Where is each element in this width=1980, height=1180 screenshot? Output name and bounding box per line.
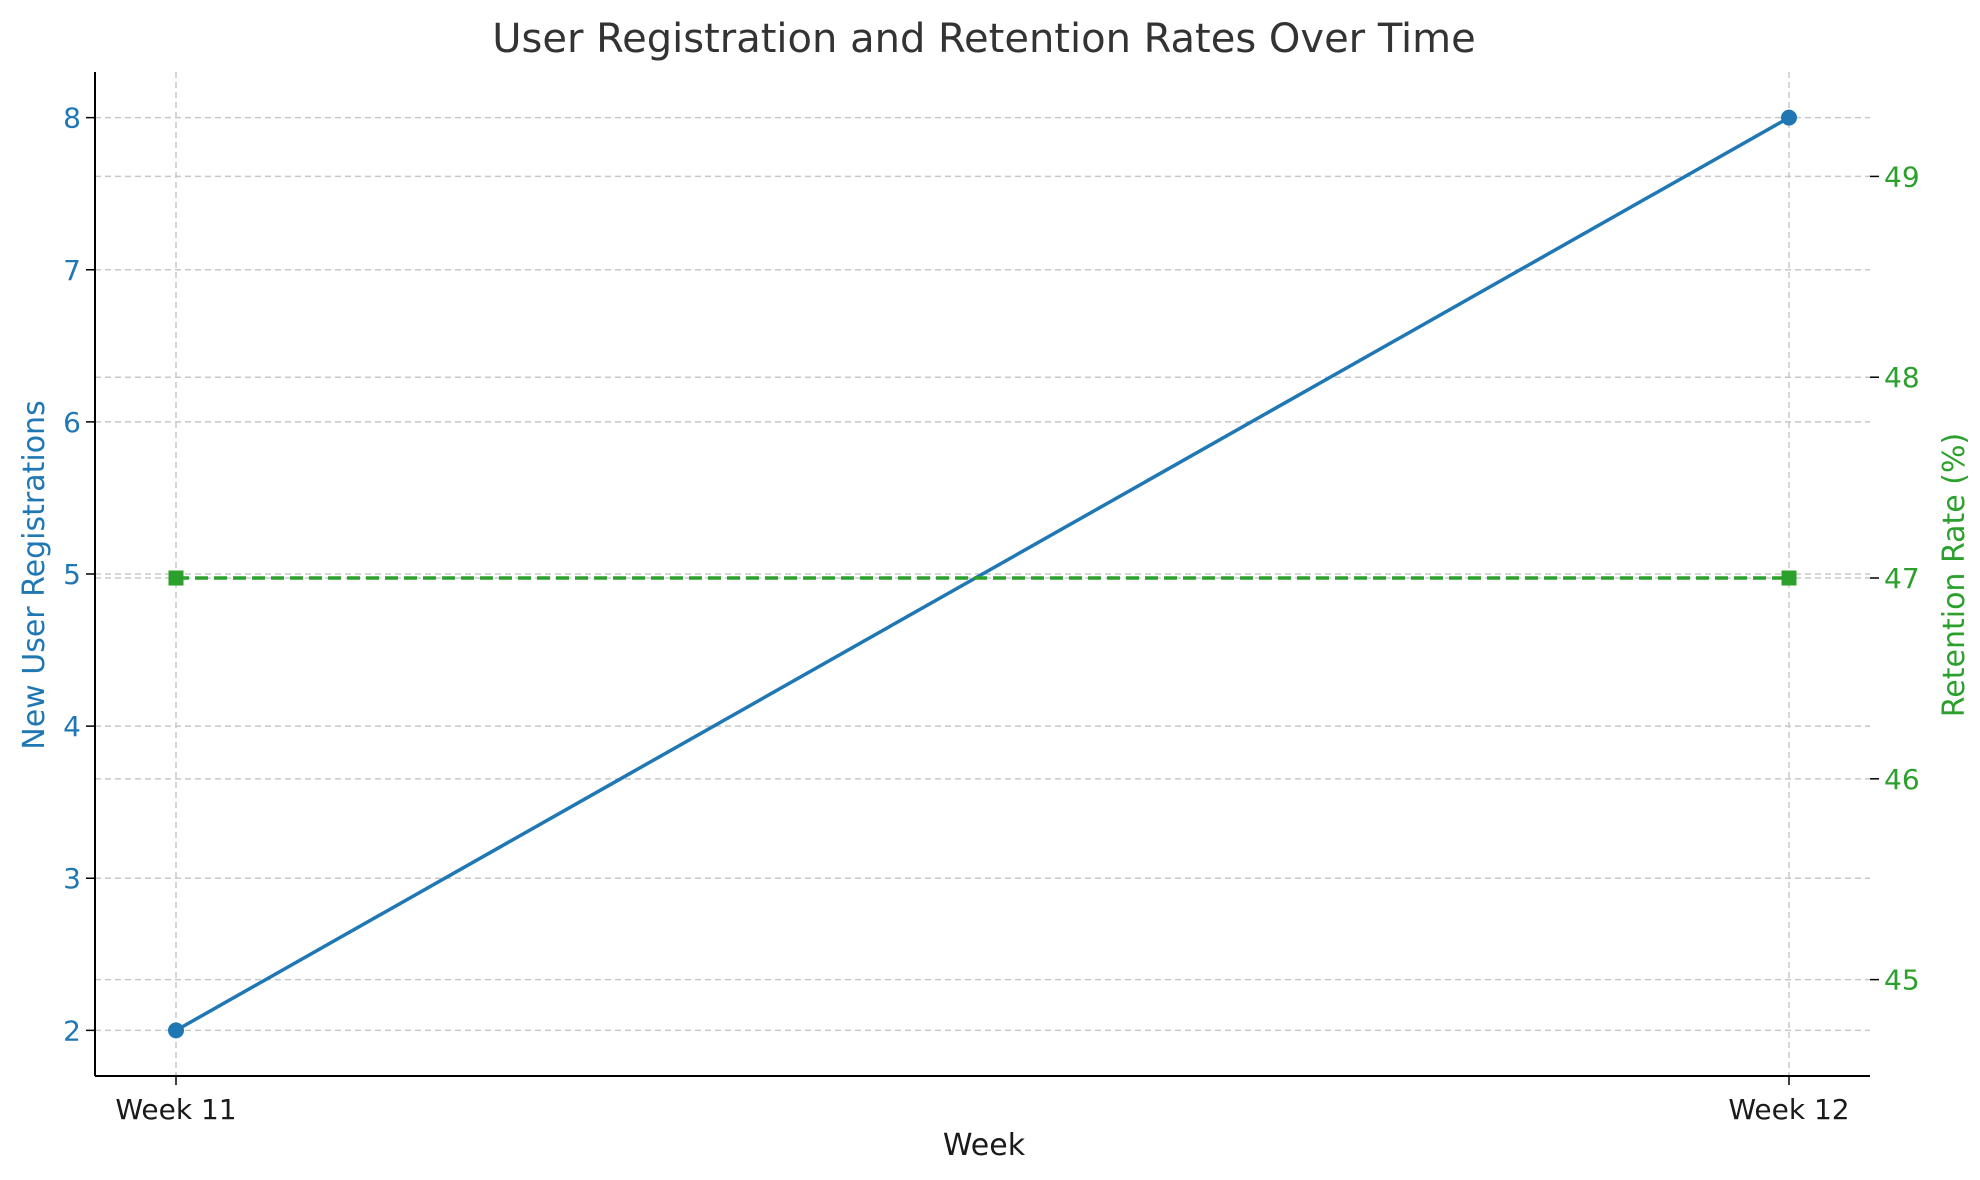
y-left-tick-label: 2 xyxy=(63,1014,81,1047)
series-point-left xyxy=(1781,109,1797,126)
y-left-tick-label: 7 xyxy=(63,254,81,287)
y-left-tick-label: 4 xyxy=(63,710,81,743)
y-left-tick-label: 5 xyxy=(63,558,81,591)
y-right-tick-label: 46 xyxy=(1884,763,1920,796)
series-layer xyxy=(168,109,1797,1039)
series-point-right xyxy=(168,570,184,586)
y-left-tick-label: 6 xyxy=(63,406,81,439)
y-axis-right-label: Retention Rate (%) xyxy=(1937,433,1972,717)
y-right-tick-label: 48 xyxy=(1884,361,1920,394)
y-right-tick-label: 45 xyxy=(1884,964,1920,997)
x-tick-label: Week 12 xyxy=(1728,1093,1849,1126)
y-right-tick-label: 49 xyxy=(1884,160,1920,193)
y-axis-left-label: New User Registrations xyxy=(17,400,52,749)
x-tick-label: Week 11 xyxy=(115,1093,236,1126)
series-point-left xyxy=(168,1022,184,1039)
series-point-right xyxy=(1781,570,1797,586)
series-line-left xyxy=(175,116,1790,1032)
y-left-tick-label: 8 xyxy=(63,102,81,135)
x-axis-label: Week xyxy=(943,1128,1026,1163)
y-left-tick-label: 3 xyxy=(63,862,81,895)
chart-title: User Registration and Retention Rates Ov… xyxy=(492,16,1475,62)
y-right-tick-label: 47 xyxy=(1884,562,1920,595)
